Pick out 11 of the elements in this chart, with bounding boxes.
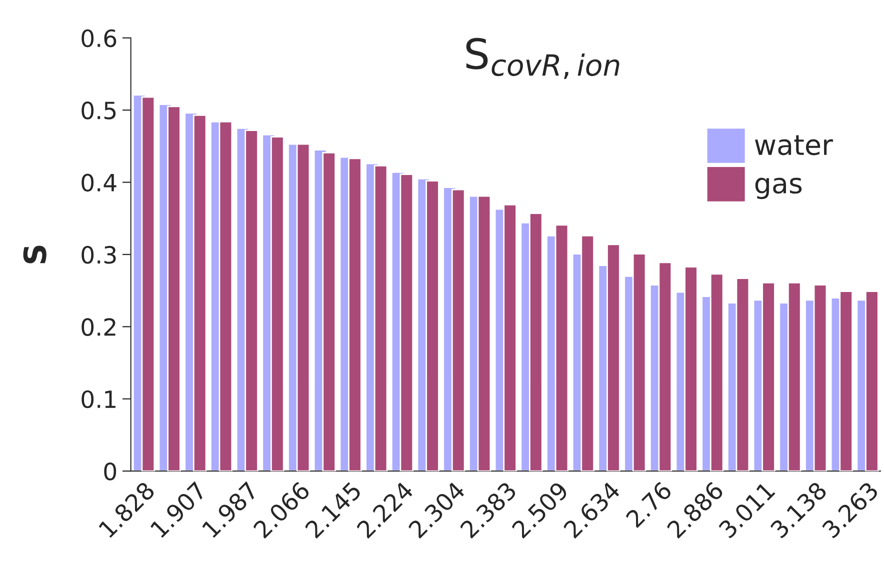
y-tick-label: 0.2 xyxy=(82,318,116,336)
y-tick-label: 0.6 xyxy=(82,29,116,48)
legend-label: water xyxy=(755,135,833,156)
y-tick-label: 0.1 xyxy=(82,390,116,408)
chart-title: S$_{covR,ion}$ xyxy=(466,38,620,80)
y-tick-label: 0.5 xyxy=(82,102,116,120)
y-tick-label: 0 xyxy=(104,462,116,480)
legend-label: gas xyxy=(755,178,802,200)
y-tick-label: 0.4 xyxy=(82,174,116,192)
y-axis-title: S xyxy=(23,246,46,264)
y-tick-label: 0.3 xyxy=(82,246,116,264)
